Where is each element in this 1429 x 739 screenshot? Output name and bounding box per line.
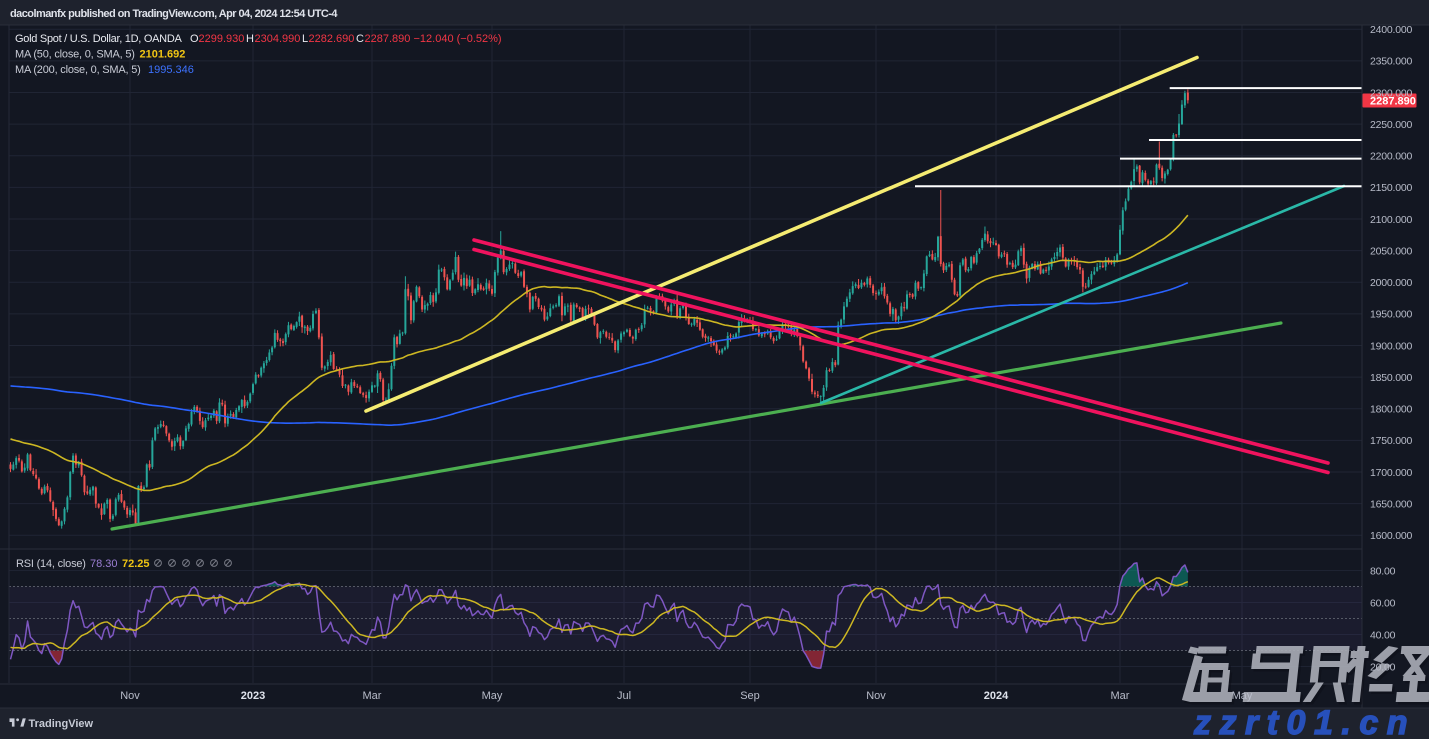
svg-text:60.00: 60.00 [1370, 597, 1396, 609]
svg-text:78.30: 78.30 [90, 558, 118, 570]
svg-text:2287.890: 2287.890 [365, 33, 411, 45]
svg-text:Mar: Mar [1111, 690, 1130, 702]
svg-text:2100.000: 2100.000 [1370, 214, 1413, 226]
svg-text:1995.346: 1995.346 [148, 64, 194, 76]
svg-text:MA (50, close, 0, SMA, 5): MA (50, close, 0, SMA, 5) [15, 49, 135, 61]
svg-text:1750.000: 1750.000 [1370, 435, 1413, 447]
svg-text:2250.000: 2250.000 [1370, 119, 1413, 131]
svg-text:Nov: Nov [866, 690, 886, 702]
svg-text:2023: 2023 [241, 690, 265, 702]
svg-text:2400.000: 2400.000 [1370, 24, 1413, 36]
svg-text:1850.000: 1850.000 [1370, 372, 1413, 384]
svg-text:80.00: 80.00 [1370, 565, 1396, 577]
svg-text:RSI (14, close): RSI (14, close) [16, 558, 86, 570]
svg-text:zzrt01.cn: zzrt01.cn [1193, 704, 1416, 739]
svg-text:2050.000: 2050.000 [1370, 245, 1413, 257]
svg-text:2024: 2024 [984, 690, 1009, 702]
svg-text:Sep: Sep [740, 690, 760, 702]
svg-text:2200.000: 2200.000 [1370, 151, 1413, 163]
svg-text:2000.000: 2000.000 [1370, 277, 1413, 289]
svg-text:2150.000: 2150.000 [1370, 182, 1413, 194]
svg-text:dacolmanfx published on Tradin: dacolmanfx published on TradingView.com,… [10, 8, 338, 20]
svg-text:H: H [246, 33, 254, 45]
svg-text:72.25: 72.25 [122, 558, 150, 570]
svg-text:2304.990: 2304.990 [255, 33, 301, 45]
svg-text:1900.000: 1900.000 [1370, 340, 1413, 352]
svg-text:May: May [1232, 690, 1253, 702]
svg-text:1650.000: 1650.000 [1370, 498, 1413, 510]
svg-text:MA (200, close, 0, SMA, 5): MA (200, close, 0, SMA, 5) [15, 64, 141, 76]
svg-text:−12.040 (−0.52%): −12.040 (−0.52%) [414, 33, 502, 45]
svg-text:May: May [482, 690, 503, 702]
svg-text:2287.890: 2287.890 [1370, 96, 1416, 108]
svg-text:2300.000: 2300.000 [1370, 87, 1413, 99]
svg-text:Mar: Mar [363, 690, 382, 702]
svg-text:2282.690: 2282.690 [309, 33, 355, 45]
svg-text:C: C [356, 33, 364, 45]
svg-text:40.00: 40.00 [1370, 629, 1396, 641]
svg-text:1700.000: 1700.000 [1370, 467, 1413, 479]
svg-text:1600.000: 1600.000 [1370, 530, 1413, 542]
svg-text:1950.000: 1950.000 [1370, 309, 1413, 321]
svg-text:L: L [302, 33, 308, 45]
svg-text:Jul: Jul [617, 690, 631, 702]
svg-text:TradingView: TradingView [29, 718, 94, 730]
svg-text:2350.000: 2350.000 [1370, 56, 1413, 68]
svg-text:2299.930: 2299.930 [199, 33, 245, 45]
svg-text:O: O [190, 33, 199, 45]
svg-text:Gold Spot / U.S. Dollar, 1D, O: Gold Spot / U.S. Dollar, 1D, OANDA [15, 33, 182, 45]
svg-text:2101.692: 2101.692 [140, 49, 186, 61]
svg-text:1800.000: 1800.000 [1370, 404, 1413, 416]
svg-text:Nov: Nov [120, 690, 140, 702]
svg-text:20.00: 20.00 [1370, 661, 1396, 673]
